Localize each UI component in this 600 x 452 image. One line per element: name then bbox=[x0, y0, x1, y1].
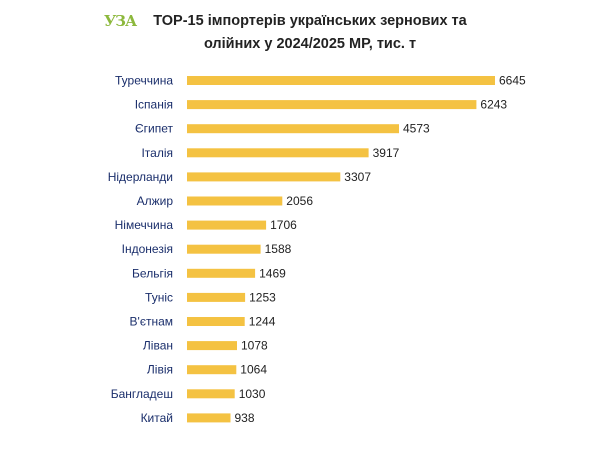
category-label: Ліван bbox=[143, 339, 173, 353]
uza-logo: УЗА bbox=[104, 12, 137, 30]
bar bbox=[187, 172, 341, 182]
category-label: Алжир bbox=[137, 194, 174, 208]
bar bbox=[187, 244, 261, 254]
category-label: Німеччина bbox=[115, 218, 174, 232]
chart-title: ТОР-15 імпортерів українських зернових т… bbox=[130, 10, 490, 56]
value-label: 1706 bbox=[270, 218, 297, 232]
bar bbox=[187, 148, 369, 158]
bars-group bbox=[187, 76, 495, 423]
bar bbox=[187, 413, 231, 423]
bar bbox=[187, 76, 495, 85]
category-label: Індонезія bbox=[122, 242, 173, 256]
bar bbox=[187, 365, 237, 375]
bar bbox=[187, 292, 246, 302]
bar bbox=[187, 196, 283, 206]
bar bbox=[187, 268, 256, 278]
value-label: 1078 bbox=[241, 339, 268, 353]
bar bbox=[187, 124, 399, 134]
value-label: 1244 bbox=[249, 315, 276, 329]
bar bbox=[187, 100, 477, 110]
bar bbox=[187, 389, 235, 399]
value-label: 2056 bbox=[286, 194, 313, 208]
value-label: 938 bbox=[235, 411, 255, 425]
category-label: Туніс bbox=[145, 290, 173, 304]
value-label: 1253 bbox=[249, 290, 276, 304]
category-label: Китай bbox=[141, 411, 173, 425]
category-label: Єгипет bbox=[135, 122, 173, 136]
category-label: Іспанія bbox=[135, 98, 173, 112]
category-label: Нідерланди bbox=[108, 170, 173, 184]
value-label: 6243 bbox=[480, 98, 507, 112]
chart-title-line-1: ТОР-15 імпортерів українських зернових т… bbox=[153, 13, 467, 29]
category-label: Лівія bbox=[147, 363, 173, 377]
value-label: 6645 bbox=[499, 74, 526, 88]
bar bbox=[187, 341, 237, 351]
category-label: Бангладеш bbox=[111, 387, 173, 401]
value-label: 1588 bbox=[265, 242, 292, 256]
category-label: Бельгія bbox=[132, 266, 173, 280]
value-label: 3917 bbox=[373, 146, 400, 160]
category-label: Італія bbox=[141, 146, 173, 160]
value-label: 1064 bbox=[240, 363, 267, 377]
logo-text: УЗА bbox=[104, 12, 137, 30]
bar bbox=[187, 220, 267, 230]
value-label: 3307 bbox=[344, 170, 371, 184]
chart-title-line-2: олійних у 2024/2025 МР, тис. т bbox=[203, 36, 417, 52]
category-label: В'єтнам bbox=[130, 315, 173, 329]
bar bbox=[187, 317, 245, 326]
value-label: 1469 bbox=[259, 266, 286, 280]
value-label: 1030 bbox=[239, 387, 266, 401]
value-label: 4573 bbox=[403, 122, 430, 136]
category-label: Туреччина bbox=[115, 74, 173, 88]
category-labels-group: Туреччина Іспанія Єгипет Італія Нідерланди Ал… bbox=[108, 74, 174, 425]
